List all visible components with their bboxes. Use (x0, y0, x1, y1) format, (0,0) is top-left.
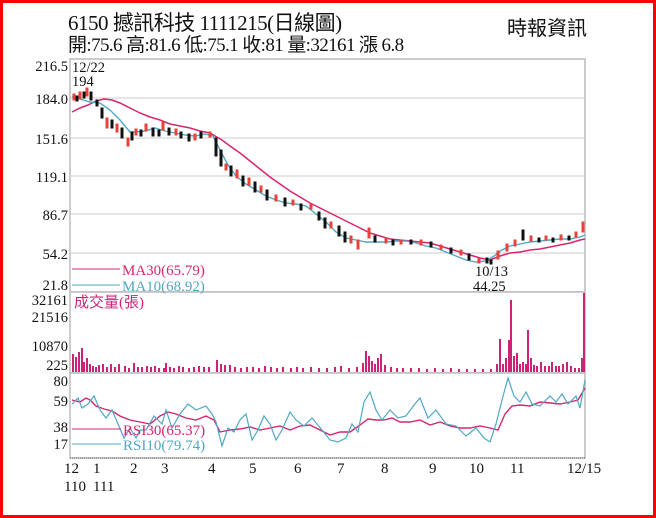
svg-text:1: 1 (93, 461, 101, 477)
svg-text:4: 4 (208, 461, 216, 477)
ma10-legend: MA10(68.92) (122, 279, 205, 295)
volume-axis-labels: 32161 21516 10870 225 (32, 293, 68, 374)
low-date-label: 10/13 (475, 264, 508, 280)
svg-text:9: 9 (429, 461, 437, 477)
svg-text:38: 38 (54, 420, 69, 436)
svg-text:216.5: 216.5 (35, 59, 68, 75)
rsi30-line (71, 387, 586, 436)
rsi30-legend: RSI30(65.37) (123, 423, 205, 439)
svg-text:119.1: 119.1 (36, 170, 68, 186)
chart-title: 6150 撼訊科技 1111215(日線圖) (68, 11, 342, 35)
price-panel (69, 58, 586, 293)
svg-text:5: 5 (249, 461, 257, 477)
brand-label: 時報資訊 (507, 18, 587, 40)
svg-text:32161: 32161 (32, 293, 68, 309)
rsi-legend: RSI30(65.37) RSI10(79.74) (72, 423, 205, 454)
low-value-label: 44.25 (473, 279, 506, 295)
volume-bars (72, 293, 585, 372)
svg-text:110: 110 (64, 479, 86, 495)
rsi-panel (69, 372, 586, 459)
ma-legend: MA30(65.79) MA10(68.92) (72, 263, 205, 295)
volume-panel (69, 291, 586, 374)
svg-text:10870: 10870 (32, 339, 68, 355)
x-axis-labels: 12 1 2 3 4 5 6 7 8 9 10 11 12/15 110 111 (64, 461, 601, 495)
svg-text:11: 11 (510, 461, 524, 477)
candlesticks (72, 87, 585, 265)
rsi-axis-labels: 80 59 38 17 (54, 374, 69, 453)
volume-title: 成交量(張) (74, 293, 144, 311)
svg-text:8: 8 (381, 461, 389, 477)
svg-text:10: 10 (469, 461, 484, 477)
high-value-label: 194 (72, 74, 95, 90)
svg-text:21516: 21516 (32, 310, 68, 326)
svg-text:17: 17 (54, 437, 69, 453)
high-date-label: 12/22 (72, 60, 105, 76)
svg-text:6: 6 (294, 461, 302, 477)
svg-text:12: 12 (64, 461, 79, 477)
ma30-line (71, 98, 586, 261)
svg-text:225: 225 (46, 358, 68, 374)
svg-text:80: 80 (54, 374, 69, 390)
svg-text:111: 111 (93, 479, 114, 495)
rsi10-legend: RSI10(79.74) (123, 438, 205, 454)
svg-text:86.7: 86.7 (43, 208, 68, 224)
ma30-legend: MA30(65.79) (122, 263, 205, 279)
svg-text:59: 59 (54, 394, 69, 410)
svg-text:2: 2 (130, 461, 138, 477)
svg-text:184.0: 184.0 (35, 92, 68, 108)
svg-text:54.2: 54.2 (43, 247, 68, 263)
svg-text:151.6: 151.6 (35, 132, 68, 148)
rsi10-line (71, 375, 586, 449)
svg-text:7: 7 (337, 461, 345, 477)
svg-text:21.8: 21.8 (43, 278, 68, 294)
price-axis-labels: 216.5 184.0 151.6 119.1 86.7 54.2 21.8 (35, 59, 68, 294)
svg-text:3: 3 (161, 461, 169, 477)
ohlc-summary: 開:75.6 高:81.6 低:75.1 收:81 量:32161 漲 6.8 (68, 35, 404, 56)
svg-text:12/15: 12/15 (567, 461, 601, 477)
